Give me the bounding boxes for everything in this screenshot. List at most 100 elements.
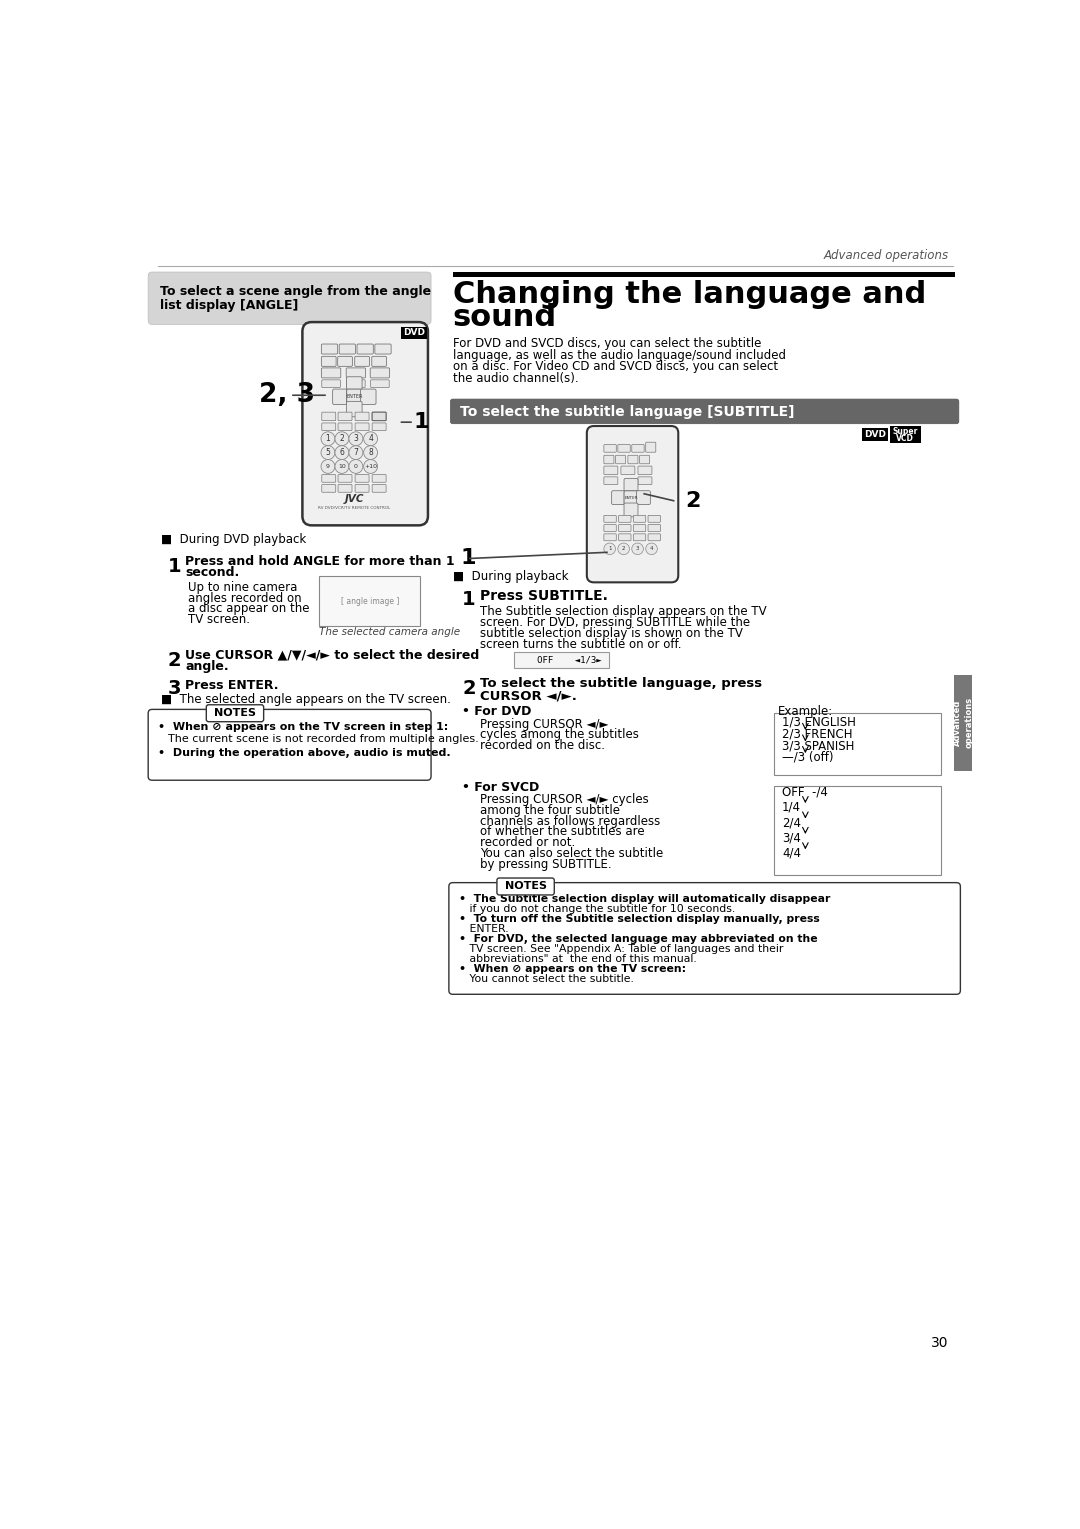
FancyBboxPatch shape xyxy=(633,524,646,532)
FancyBboxPatch shape xyxy=(450,399,959,424)
Text: Use CURSOR ▲/▼/◄/► to select the desired: Use CURSOR ▲/▼/◄/► to select the desired xyxy=(186,648,480,662)
Text: 2, 3: 2, 3 xyxy=(259,382,315,408)
Text: —/3 (off): —/3 (off) xyxy=(782,751,834,763)
Text: channels as follows regardless: channels as follows regardless xyxy=(480,815,660,827)
FancyBboxPatch shape xyxy=(619,515,631,523)
FancyBboxPatch shape xyxy=(206,705,264,722)
FancyBboxPatch shape xyxy=(322,356,336,367)
Text: DVD: DVD xyxy=(864,430,886,439)
Text: angle.: angle. xyxy=(186,661,229,673)
Text: 2: 2 xyxy=(622,546,625,552)
FancyBboxPatch shape xyxy=(616,456,625,463)
FancyBboxPatch shape xyxy=(514,653,608,668)
Text: 1/3 ENGLISH: 1/3 ENGLISH xyxy=(782,716,856,729)
FancyBboxPatch shape xyxy=(338,424,352,431)
FancyBboxPatch shape xyxy=(619,524,631,532)
Text: OFF    ◄1/3►: OFF ◄1/3► xyxy=(521,656,602,665)
FancyBboxPatch shape xyxy=(335,431,349,445)
Text: ENTER: ENTER xyxy=(624,495,638,500)
Text: •  When ⊘ appears on the TV screen:: • When ⊘ appears on the TV screen: xyxy=(459,963,686,974)
Text: on a disc. For Video CD and SVCD discs, you can select: on a disc. For Video CD and SVCD discs, … xyxy=(453,361,778,373)
Text: The current scene is not recorded from multiple angles.: The current scene is not recorded from m… xyxy=(167,734,478,743)
Text: second.: second. xyxy=(186,566,240,579)
Text: 2/4: 2/4 xyxy=(782,816,801,829)
FancyBboxPatch shape xyxy=(648,515,661,523)
FancyBboxPatch shape xyxy=(604,524,617,532)
Text: subtitle selection display is shown on the TV: subtitle selection display is shown on t… xyxy=(480,627,743,641)
Text: screen. For DVD, pressing SUBTITLE while the: screen. For DVD, pressing SUBTITLE while… xyxy=(480,616,750,630)
Text: •  The Subtitle selection display will automatically disappear: • The Subtitle selection display will au… xyxy=(459,894,831,904)
Text: OFF  -/4: OFF -/4 xyxy=(782,786,828,798)
Text: VCD: VCD xyxy=(896,434,915,443)
Text: 2: 2 xyxy=(339,434,345,443)
FancyBboxPatch shape xyxy=(339,344,355,355)
FancyBboxPatch shape xyxy=(633,534,646,541)
FancyBboxPatch shape xyxy=(632,445,644,453)
FancyBboxPatch shape xyxy=(370,379,389,387)
FancyBboxPatch shape xyxy=(375,344,391,355)
FancyBboxPatch shape xyxy=(347,388,362,405)
FancyBboxPatch shape xyxy=(639,456,649,463)
Text: NOTES: NOTES xyxy=(214,708,256,719)
FancyBboxPatch shape xyxy=(349,460,363,474)
Text: angles recorded on: angles recorded on xyxy=(188,592,301,604)
FancyBboxPatch shape xyxy=(890,427,921,443)
Text: 1: 1 xyxy=(167,557,181,576)
FancyBboxPatch shape xyxy=(624,491,638,505)
FancyBboxPatch shape xyxy=(638,466,652,474)
Text: Up to nine camera: Up to nine camera xyxy=(188,581,297,593)
Text: ENTER.: ENTER. xyxy=(459,924,509,934)
Text: •  For DVD, the selected language may abbreviated on the: • For DVD, the selected language may abb… xyxy=(459,934,818,943)
FancyBboxPatch shape xyxy=(636,491,650,505)
Text: You can also select the subtitle: You can also select the subtitle xyxy=(480,847,663,859)
Text: RV DVD/VCR/TV REMOTE CONTROL: RV DVD/VCR/TV REMOTE CONTROL xyxy=(319,506,391,511)
Text: if you do not change the subtitle for 10 seconds.: if you do not change the subtitle for 10… xyxy=(459,904,735,914)
FancyBboxPatch shape xyxy=(347,402,362,417)
FancyBboxPatch shape xyxy=(604,534,617,541)
Text: cycles among the subtitles: cycles among the subtitles xyxy=(480,728,638,742)
FancyBboxPatch shape xyxy=(357,344,374,355)
FancyBboxPatch shape xyxy=(373,424,387,431)
FancyBboxPatch shape xyxy=(347,379,365,387)
FancyBboxPatch shape xyxy=(604,543,616,555)
Bar xyxy=(320,576,420,627)
FancyBboxPatch shape xyxy=(322,368,341,378)
Text: among the four subtitle: among the four subtitle xyxy=(480,804,620,816)
Text: •  To turn off the Subtitle selection display manually, press: • To turn off the Subtitle selection dis… xyxy=(459,914,820,924)
Bar xyxy=(774,786,941,875)
FancyBboxPatch shape xyxy=(372,356,387,367)
Text: • For DVD: • For DVD xyxy=(462,705,531,719)
FancyBboxPatch shape xyxy=(347,376,362,391)
Text: 1: 1 xyxy=(325,434,330,443)
FancyBboxPatch shape xyxy=(322,413,336,420)
FancyBboxPatch shape xyxy=(322,485,336,492)
FancyBboxPatch shape xyxy=(633,515,646,523)
Text: TV screen. See "Appendix A: Table of languages and their: TV screen. See "Appendix A: Table of lan… xyxy=(459,943,783,954)
FancyBboxPatch shape xyxy=(586,427,678,583)
FancyBboxPatch shape xyxy=(335,460,349,474)
Text: 4/4: 4/4 xyxy=(782,847,801,859)
FancyBboxPatch shape xyxy=(373,413,387,420)
FancyBboxPatch shape xyxy=(497,878,554,894)
Text: You cannot select the subtitle.: You cannot select the subtitle. xyxy=(459,974,634,983)
Text: abbreviations" at  the end of this manual.: abbreviations" at the end of this manual… xyxy=(459,954,697,963)
Bar xyxy=(774,713,941,775)
FancyBboxPatch shape xyxy=(355,485,369,492)
FancyBboxPatch shape xyxy=(355,474,369,482)
FancyBboxPatch shape xyxy=(347,368,365,378)
FancyBboxPatch shape xyxy=(364,460,378,474)
FancyBboxPatch shape xyxy=(604,466,618,474)
Text: 3/3 SPANISH: 3/3 SPANISH xyxy=(782,739,854,752)
Text: 7: 7 xyxy=(353,448,359,457)
Text: 8: 8 xyxy=(368,448,373,457)
FancyBboxPatch shape xyxy=(322,344,338,355)
FancyBboxPatch shape xyxy=(361,388,376,405)
FancyBboxPatch shape xyxy=(373,485,387,492)
FancyBboxPatch shape xyxy=(648,524,661,532)
FancyBboxPatch shape xyxy=(321,460,335,474)
Text: sound: sound xyxy=(453,303,557,332)
FancyBboxPatch shape xyxy=(449,882,960,994)
Text: JVC: JVC xyxy=(345,494,364,505)
FancyBboxPatch shape xyxy=(148,709,431,780)
Text: Pressing CURSOR ◄/►: Pressing CURSOR ◄/► xyxy=(480,717,608,731)
